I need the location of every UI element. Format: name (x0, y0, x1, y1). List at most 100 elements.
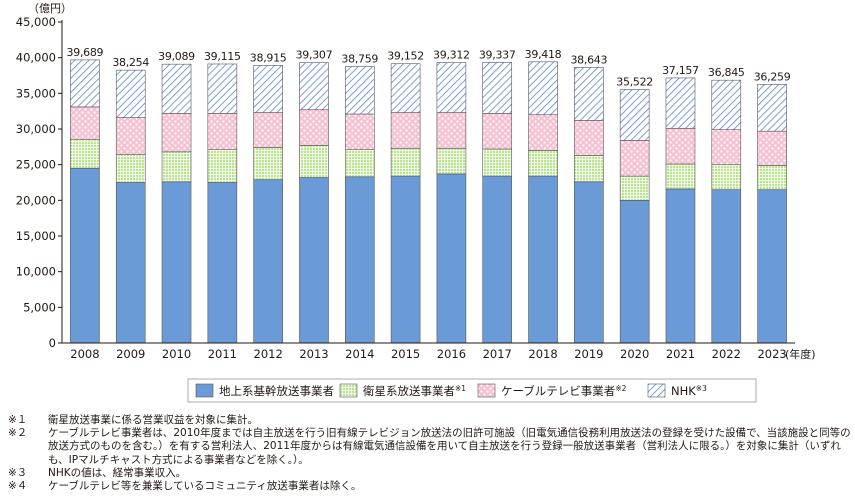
total-label: 39,337 (479, 48, 516, 61)
bar-segment (70, 139, 100, 169)
footnote-text: ケーブルテレビ事業者は、2010年度までは自主放送を行う旧有線テレビジョン放送法… (48, 427, 851, 466)
bar-segment (574, 155, 604, 183)
x-tick-label: 2022 (712, 347, 741, 361)
footnote-mark: ※１ (8, 414, 28, 426)
bar-segment (344, 113, 375, 150)
bar-segment (299, 109, 329, 146)
y-tick-label: 5,000 (23, 300, 56, 314)
bar-segment (436, 62, 467, 113)
bar-segment (207, 63, 238, 114)
bar-segment (665, 127, 696, 165)
x-tick-label: 2020 (620, 347, 649, 361)
x-tick-label: 2013 (299, 347, 328, 361)
x-tick-label: 2019 (574, 347, 603, 361)
bar-segment (299, 145, 329, 178)
x-tick-label: 2009 (116, 347, 145, 361)
total-label: 38,915 (250, 51, 287, 64)
x-tick-label: 2017 (483, 347, 512, 361)
bar-segment (161, 113, 192, 153)
total-label: 39,115 (204, 50, 241, 63)
x-tick-label: 2016 (437, 347, 466, 361)
bar-segment (619, 200, 650, 344)
total-label: 36,259 (754, 70, 791, 83)
bar-segment (344, 66, 375, 115)
total-label: 37,157 (662, 64, 699, 77)
total-label: 39,152 (387, 50, 424, 63)
footnotes: ※１ 衛星放送事業に係る営業収益を対象に集計。 ※２ ケーブルテレビ事業者は、201… (8, 414, 853, 493)
bar-segment (207, 149, 238, 183)
x-tick-label: 2018 (528, 347, 557, 361)
bar-segment (390, 147, 421, 177)
bar-segment (528, 150, 558, 177)
footnote-text: NHKの値は、経常事業収入。 (48, 466, 187, 479)
total-label: 38,643 (570, 53, 607, 66)
footnote-mark: ※２ (8, 427, 28, 440)
bar-segment (619, 175, 650, 201)
bars: 39,689 38,254 39,089 39,115 38,915 39,307 38,7… (67, 46, 791, 344)
x-tick-label: 2015 (391, 347, 420, 361)
total-label: 39,307 (296, 49, 333, 62)
bar-segment (574, 67, 604, 121)
bar-segment (253, 147, 283, 180)
total-label: 38,254 (112, 56, 149, 69)
footnote: ※４ ケーブルテレビ等を兼業しているコミュニティ放送事業者は除く。 (8, 480, 853, 493)
bar-segment (390, 175, 421, 344)
bar-segment (482, 62, 513, 114)
y-axis: 0 5,000 10,000 15,000 20,000 25,000 30,000 35,0… (16, 15, 63, 350)
footnote: ※１ 衛星放送事業に係る営業収益を対象に集計。 (8, 414, 853, 427)
y-tick-label: 40,000 (16, 51, 56, 65)
bar-segment (711, 164, 742, 190)
y-tick-label: 20,000 (16, 193, 56, 207)
bar-segment (482, 175, 513, 344)
bar-segment (665, 163, 696, 190)
y-unit-label: （億円） (28, 2, 72, 15)
bar-segment (161, 181, 192, 344)
bar-segment (253, 112, 283, 148)
y-tick-label: 0 (49, 336, 56, 350)
bar-segment (115, 154, 146, 183)
bar-segment (70, 59, 100, 108)
legend-item: 地上系基幹放送事業者 (195, 383, 334, 398)
total-label: 39,312 (433, 49, 470, 62)
total-label: 35,522 (616, 76, 653, 89)
x-tick-label: 2012 (254, 347, 283, 361)
bar-segment (115, 69, 146, 118)
total-label: 39,089 (158, 50, 195, 63)
legend-item: 衛星系放送事業者※1 (339, 383, 466, 398)
footnote: ※３ NHKの値は、経常事業収入。 (8, 467, 853, 480)
total-label: 39,418 (525, 48, 562, 61)
bar-segment (528, 175, 558, 344)
bar-segment (711, 189, 742, 344)
bar-segment (207, 113, 238, 150)
bar-segment (390, 112, 421, 149)
y-tick-label: 30,000 (16, 122, 56, 136)
bar-segment (436, 173, 467, 344)
bar-segment (619, 140, 650, 177)
footnote-text: ケーブルテレビ等を兼業しているコミュニティ放送事業者は除く。 (48, 480, 362, 493)
legend-swatch (195, 383, 214, 398)
bar-segment (390, 63, 421, 113)
total-label: 38,759 (341, 53, 378, 66)
y-tick-label: 35,000 (16, 86, 56, 100)
bar-segment (253, 179, 283, 344)
bar-segment (757, 84, 787, 132)
bar-segment (619, 89, 650, 141)
bar-segment (115, 117, 146, 155)
legend-label: 地上系基幹放送事業者 (219, 384, 334, 398)
legend-swatch (339, 383, 358, 398)
footnote-mark: ※４ (8, 480, 28, 493)
bar-segment (665, 188, 696, 344)
bar-segment (574, 181, 604, 344)
bar-segment (70, 167, 100, 344)
x-tick-label: 2010 (162, 347, 191, 361)
bar-segment (344, 149, 375, 178)
x-tick-label: 2021 (666, 347, 695, 361)
bar-segment (757, 130, 787, 166)
bar-segment (757, 165, 787, 190)
legend-swatch (647, 383, 666, 398)
x-tick-label: 2023 (757, 347, 786, 361)
footnote-text: 衛星放送事業に係る営業収益を対象に集計。 (48, 414, 258, 426)
bar-segment (115, 182, 146, 344)
bar-segment (665, 77, 696, 129)
bar-segment (711, 79, 742, 131)
